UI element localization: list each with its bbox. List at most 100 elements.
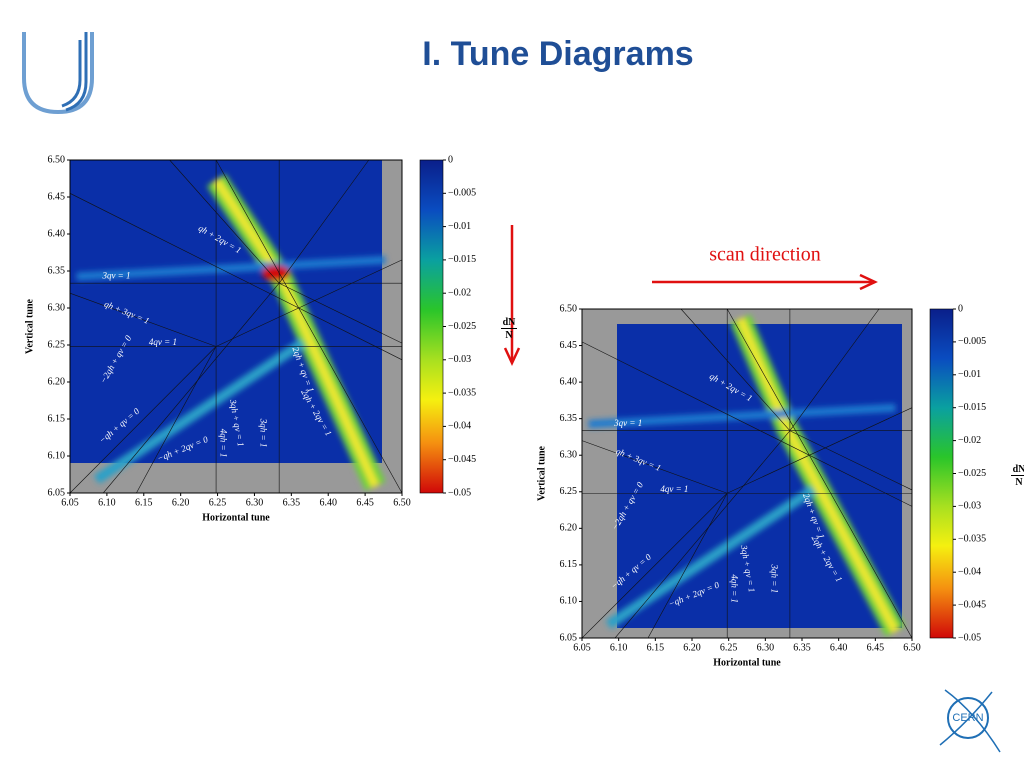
colorbar-label-denominator: N (1015, 477, 1023, 488)
y-tick-label: 6.15 (48, 413, 66, 424)
cern-logo: CERN (939, 689, 1001, 753)
resonance-line (647, 493, 728, 639)
x-tick-label: 6.25 (720, 642, 738, 653)
resonance-line (215, 259, 403, 347)
faint-band (93, 338, 306, 484)
x-axis-label: Horizontal tune (202, 512, 270, 523)
y-tick-label: 6.30 (560, 450, 578, 461)
y-axis-label: Vertical tune (536, 445, 547, 500)
resonance-line (726, 308, 913, 639)
plot-frame (69, 159, 403, 494)
tune-diagram: 6.05 6.10 6.15 6.20 6.25 6.30 6.35 6.40 6.45 6.50… (24, 154, 517, 523)
x-tick-label: 6.35 (793, 642, 811, 653)
y-tick-label: 6.40 (560, 376, 578, 387)
y-tick-label: 6.05 (48, 487, 66, 498)
resonance-line (102, 283, 280, 494)
colorbar-label-numerator: dN (503, 317, 517, 328)
slide-title: I. Tune Diagrams (422, 35, 693, 73)
colorbar-tick-label: −0.015 (448, 254, 476, 265)
colorbar-tick-label: −0.015 (958, 402, 986, 413)
y-tick-label: 6.50 (48, 154, 66, 165)
y-tick-label: 6.15 (560, 559, 578, 570)
y-tick-label: 6.45 (48, 191, 66, 202)
colorbar-tick-label: 0 (448, 154, 453, 165)
hot-spot (261, 265, 290, 282)
y-tick-label: 6.10 (560, 596, 578, 607)
resonance-line (69, 346, 217, 494)
colorbar-label-numerator: dN (1013, 464, 1024, 475)
resonance-line (680, 308, 791, 431)
resonance-line (789, 308, 880, 431)
resonance-label: 3qv = 1 (613, 418, 642, 428)
colorbar-tick-label: −0.005 (448, 188, 476, 199)
colorbar-tick-label: −0.05 (448, 487, 471, 498)
colorbar-tick-label: −0.035 (958, 534, 986, 545)
x-tick-label: 6.50 (393, 497, 411, 508)
x-tick-label: 6.30 (246, 497, 264, 508)
resonance-line (278, 159, 370, 284)
colorbar-tick-label: −0.025 (958, 468, 986, 479)
resonance-line (614, 430, 791, 639)
resonance-line (789, 430, 913, 491)
colorbar-tick-label: −0.02 (448, 287, 471, 298)
y-tick-label: 6.35 (48, 265, 66, 276)
left-logo (22, 32, 94, 115)
resonance-label: 3qh = 1 (258, 418, 268, 448)
colorbar-tick-label: −0.03 (448, 354, 471, 365)
arrows (503, 225, 878, 366)
resonance-line (581, 440, 728, 494)
x-tick-label: 6.20 (683, 642, 701, 653)
y-tick-label: 6.50 (560, 303, 578, 314)
resonance-line (169, 159, 280, 284)
colorbar-tick-label: −0.045 (448, 454, 476, 465)
x-tick-label: 6.15 (647, 642, 665, 653)
x-tick-label: 6.10 (610, 642, 628, 653)
colorbar-tick-label: −0.05 (958, 632, 981, 643)
x-tick-label: 6.50 (903, 642, 921, 653)
x-tick-label: 6.45 (356, 497, 374, 508)
x-tick-label: 6.40 (830, 642, 848, 653)
resonance-label: 4qh = 1 (730, 574, 740, 603)
y-tick-label: 6.25 (560, 486, 578, 497)
faint-band (605, 485, 816, 630)
resonance-label: 3qv = 1 (101, 271, 130, 281)
y-axis-label: Vertical tune (24, 298, 35, 353)
colorbar-tick-label: −0.005 (958, 336, 986, 347)
colorbar-tick-label: −0.03 (958, 501, 981, 512)
x-tick-label: 6.35 (283, 497, 301, 508)
faint-band (588, 403, 896, 429)
colorbar-tick-label: −0.02 (958, 435, 981, 446)
resonance-line (215, 159, 403, 494)
y-tick-label: 6.10 (48, 450, 66, 461)
x-tick-label: 6.20 (172, 497, 190, 508)
resonance-line (69, 193, 403, 361)
y-tick-label: 6.35 (560, 413, 578, 424)
colorbar-tick-label: 0 (958, 303, 963, 314)
x-tick-label: 6.15 (135, 497, 153, 508)
x-axis-label: Horizontal tune (713, 657, 781, 668)
x-tick-label: 6.30 (757, 642, 775, 653)
colorbar-label-denominator: N (505, 330, 513, 341)
resonance-line (581, 493, 728, 639)
y-tick-label: 6.25 (48, 339, 66, 350)
resonance-line (69, 292, 217, 347)
colorbar-tick-label: −0.01 (448, 221, 471, 232)
heatmap-features (76, 173, 386, 491)
resonance-line (279, 282, 403, 344)
colorbar (929, 308, 954, 639)
y-tick-label: 6.30 (48, 302, 66, 313)
x-tick-label: 6.40 (319, 497, 337, 508)
y-tick-label: 6.40 (48, 228, 66, 239)
resonance-label: 4qh = 1 (219, 429, 229, 458)
y-tick-label: 6.20 (48, 376, 66, 387)
scan-direction-label: scan direction (709, 244, 821, 266)
x-tick-label: 6.45 (867, 642, 885, 653)
x-tick-label: 6.10 (98, 497, 116, 508)
resonance-label: 4qv = 1 (149, 337, 177, 347)
cern-logo-text: CERN (952, 712, 983, 724)
resonance-line (727, 407, 913, 494)
y-tick-label: 6.45 (560, 340, 578, 351)
x-tick-label: 6.05 (573, 642, 591, 653)
resonance-label: 4qv = 1 (660, 484, 688, 494)
